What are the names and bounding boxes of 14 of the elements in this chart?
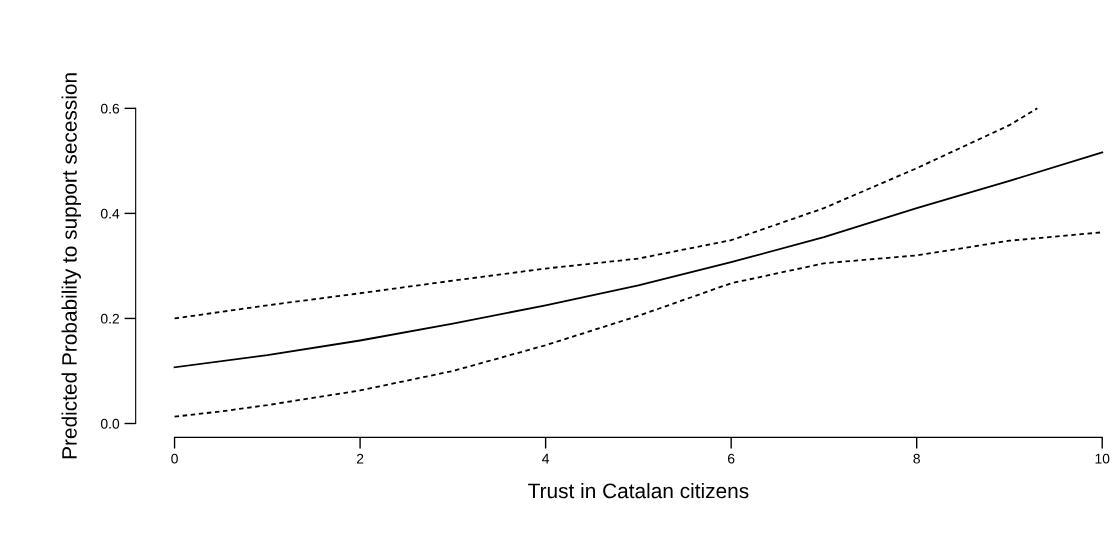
line-series <box>173 107 1039 320</box>
x-axis-title: Trust in Catalan citizens <box>528 482 749 499</box>
x-tick-label: 10 <box>1095 453 1110 464</box>
y-axis-title: Predicted Probability to support secession <box>61 73 81 459</box>
y-tick-label: 0.4 <box>100 208 120 219</box>
x-tick-label: 0 <box>171 453 178 464</box>
x-tick-label: 2 <box>356 453 364 464</box>
line-series <box>173 151 1104 369</box>
y-tick-label: 0.6 <box>100 103 120 114</box>
y-tick-label: 0.2 <box>100 313 120 324</box>
x-tick-label: 8 <box>913 453 920 464</box>
y-tick-label: 0.0 <box>100 418 120 429</box>
x-tick-label: 6 <box>728 453 735 464</box>
x-tick-label: 4 <box>542 453 550 464</box>
